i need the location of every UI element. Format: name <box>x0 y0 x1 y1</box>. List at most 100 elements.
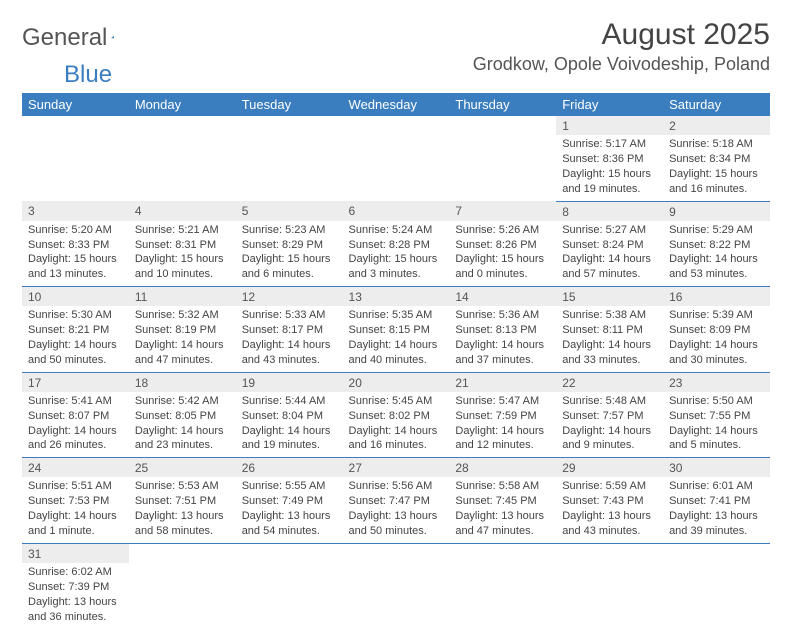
daynum-row: 31 <box>22 543 770 563</box>
sunrise: Sunrise: 5:21 AM <box>135 223 230 238</box>
sunrise: Sunrise: 5:35 AM <box>349 308 444 323</box>
day-number-cell: 11 <box>129 287 236 307</box>
daylight-1: Daylight: 13 hours <box>562 509 657 524</box>
daylight-2: and 33 minutes. <box>562 353 657 368</box>
sunset: Sunset: 8:21 PM <box>28 323 123 338</box>
sunset: Sunset: 8:28 PM <box>349 238 444 253</box>
daylight-1: Daylight: 15 hours <box>242 252 337 267</box>
daylight-2: and 50 minutes. <box>349 524 444 539</box>
col-mon: Monday <box>129 93 236 116</box>
daylight-2: and 47 minutes. <box>135 353 230 368</box>
daylight-1: Daylight: 14 hours <box>242 424 337 439</box>
sunset: Sunset: 8:07 PM <box>28 409 123 424</box>
sunrise: Sunrise: 5:33 AM <box>242 308 337 323</box>
sunrise: Sunrise: 5:30 AM <box>28 308 123 323</box>
day-info-cell: Sunrise: 5:32 AMSunset: 8:19 PMDaylight:… <box>129 306 236 372</box>
daylight-2: and 6 minutes. <box>242 267 337 282</box>
col-wed: Wednesday <box>343 93 450 116</box>
day-number-cell: 20 <box>343 372 450 392</box>
daylight-2: and 0 minutes. <box>455 267 550 282</box>
daylight-1: Daylight: 14 hours <box>455 424 550 439</box>
daynum-row: 10111213141516 <box>22 287 770 307</box>
sunset: Sunset: 7:47 PM <box>349 494 444 509</box>
day-info-cell: Sunrise: 5:17 AMSunset: 8:36 PMDaylight:… <box>556 135 663 201</box>
day-info-cell: Sunrise: 5:20 AMSunset: 8:33 PMDaylight:… <box>22 221 129 287</box>
daylight-2: and 26 minutes. <box>28 438 123 453</box>
day-info-cell <box>343 563 450 628</box>
daylight-1: Daylight: 15 hours <box>135 252 230 267</box>
daylight-1: Daylight: 15 hours <box>455 252 550 267</box>
info-row: Sunrise: 5:51 AMSunset: 7:53 PMDaylight:… <box>22 477 770 543</box>
day-number-cell <box>343 543 450 563</box>
sunset: Sunset: 7:45 PM <box>455 494 550 509</box>
day-number-cell: 10 <box>22 287 129 307</box>
day-info-cell: Sunrise: 6:01 AMSunset: 7:41 PMDaylight:… <box>663 477 770 543</box>
day-info-cell <box>236 135 343 201</box>
day-info-cell: Sunrise: 5:44 AMSunset: 8:04 PMDaylight:… <box>236 392 343 458</box>
day-info-cell: Sunrise: 5:35 AMSunset: 8:15 PMDaylight:… <box>343 306 450 372</box>
info-row: Sunrise: 6:02 AMSunset: 7:39 PMDaylight:… <box>22 563 770 628</box>
day-info-cell <box>449 135 556 201</box>
day-info-cell: Sunrise: 5:39 AMSunset: 8:09 PMDaylight:… <box>663 306 770 372</box>
daynum-row: 3456789 <box>22 201 770 221</box>
sunrise: Sunrise: 5:18 AM <box>669 137 764 152</box>
daylight-1: Daylight: 14 hours <box>669 338 764 353</box>
daylight-2: and 3 minutes. <box>349 267 444 282</box>
day-number-cell: 14 <box>449 287 556 307</box>
daylight-1: Daylight: 14 hours <box>28 509 123 524</box>
calendar-table: Sunday Monday Tuesday Wednesday Thursday… <box>22 93 770 628</box>
daylight-1: Daylight: 15 hours <box>28 252 123 267</box>
sunset: Sunset: 8:34 PM <box>669 152 764 167</box>
sunrise: Sunrise: 6:02 AM <box>28 565 123 580</box>
sunrise: Sunrise: 5:39 AM <box>669 308 764 323</box>
daylight-2: and 16 minutes. <box>349 438 444 453</box>
daynum-row: 17181920212223 <box>22 372 770 392</box>
logo-text1: General <box>22 24 107 52</box>
day-info-cell <box>22 135 129 201</box>
sunrise: Sunrise: 5:58 AM <box>455 479 550 494</box>
daylight-2: and 13 minutes. <box>28 267 123 282</box>
sunrise: Sunrise: 5:32 AM <box>135 308 230 323</box>
day-number-cell <box>236 543 343 563</box>
sunset: Sunset: 8:24 PM <box>562 238 657 253</box>
logo-text2: Blue <box>64 61 792 89</box>
info-row: Sunrise: 5:17 AMSunset: 8:36 PMDaylight:… <box>22 135 770 201</box>
daylight-2: and 53 minutes. <box>669 267 764 282</box>
sunrise: Sunrise: 5:29 AM <box>669 223 764 238</box>
day-info-cell: Sunrise: 5:51 AMSunset: 7:53 PMDaylight:… <box>22 477 129 543</box>
logo-triangle-icon <box>111 29 114 45</box>
logo: General <box>22 24 131 52</box>
day-number-cell <box>556 543 663 563</box>
info-row: Sunrise: 5:30 AMSunset: 8:21 PM Daylight:… <box>22 306 770 372</box>
day-number-cell: 16 <box>663 287 770 307</box>
sunrise: Sunrise: 5:48 AM <box>562 394 657 409</box>
sunrise: Sunrise: 5:26 AM <box>455 223 550 238</box>
sunset: Sunset: 7:43 PM <box>562 494 657 509</box>
day-number-cell <box>236 116 343 135</box>
col-thu: Thursday <box>449 93 556 116</box>
sunset: Sunset: 8:11 PM <box>562 323 657 338</box>
day-info-cell: Sunrise: 5:41 AMSunset: 8:07 PMDaylight:… <box>22 392 129 458</box>
sunset: Sunset: 8:17 PM <box>242 323 337 338</box>
daylight-2: and 30 minutes. <box>669 353 764 368</box>
sunrise: Sunrise: 5:24 AM <box>349 223 444 238</box>
sunrise: Sunrise: 5:17 AM <box>562 137 657 152</box>
daylight-2: and 43 minutes. <box>242 353 337 368</box>
daylight-1: Daylight: 15 hours <box>562 167 657 182</box>
sunset: Sunset: 8:22 PM <box>669 238 764 253</box>
sunset: Sunset: 8:19 PM <box>135 323 230 338</box>
sunset: Sunset: 7:53 PM <box>28 494 123 509</box>
day-info-cell <box>449 563 556 628</box>
day-info-cell: Sunrise: 5:48 AMSunset: 7:57 PMDaylight:… <box>556 392 663 458</box>
day-info-cell: Sunrise: 5:53 AMSunset: 7:51 PMDaylight:… <box>129 477 236 543</box>
daylight-2: and 54 minutes. <box>242 524 337 539</box>
day-info-cell <box>343 135 450 201</box>
daylight-1: Daylight: 14 hours <box>349 338 444 353</box>
daylight-2: and 10 minutes. <box>135 267 230 282</box>
daylight-1: Daylight: 14 hours <box>562 424 657 439</box>
sunset: Sunset: 8:09 PM <box>669 323 764 338</box>
day-number-cell: 8 <box>556 201 663 221</box>
daylight-1: Daylight: 14 hours <box>349 424 444 439</box>
day-number-cell: 30 <box>663 458 770 478</box>
sunset: Sunset: 8:04 PM <box>242 409 337 424</box>
